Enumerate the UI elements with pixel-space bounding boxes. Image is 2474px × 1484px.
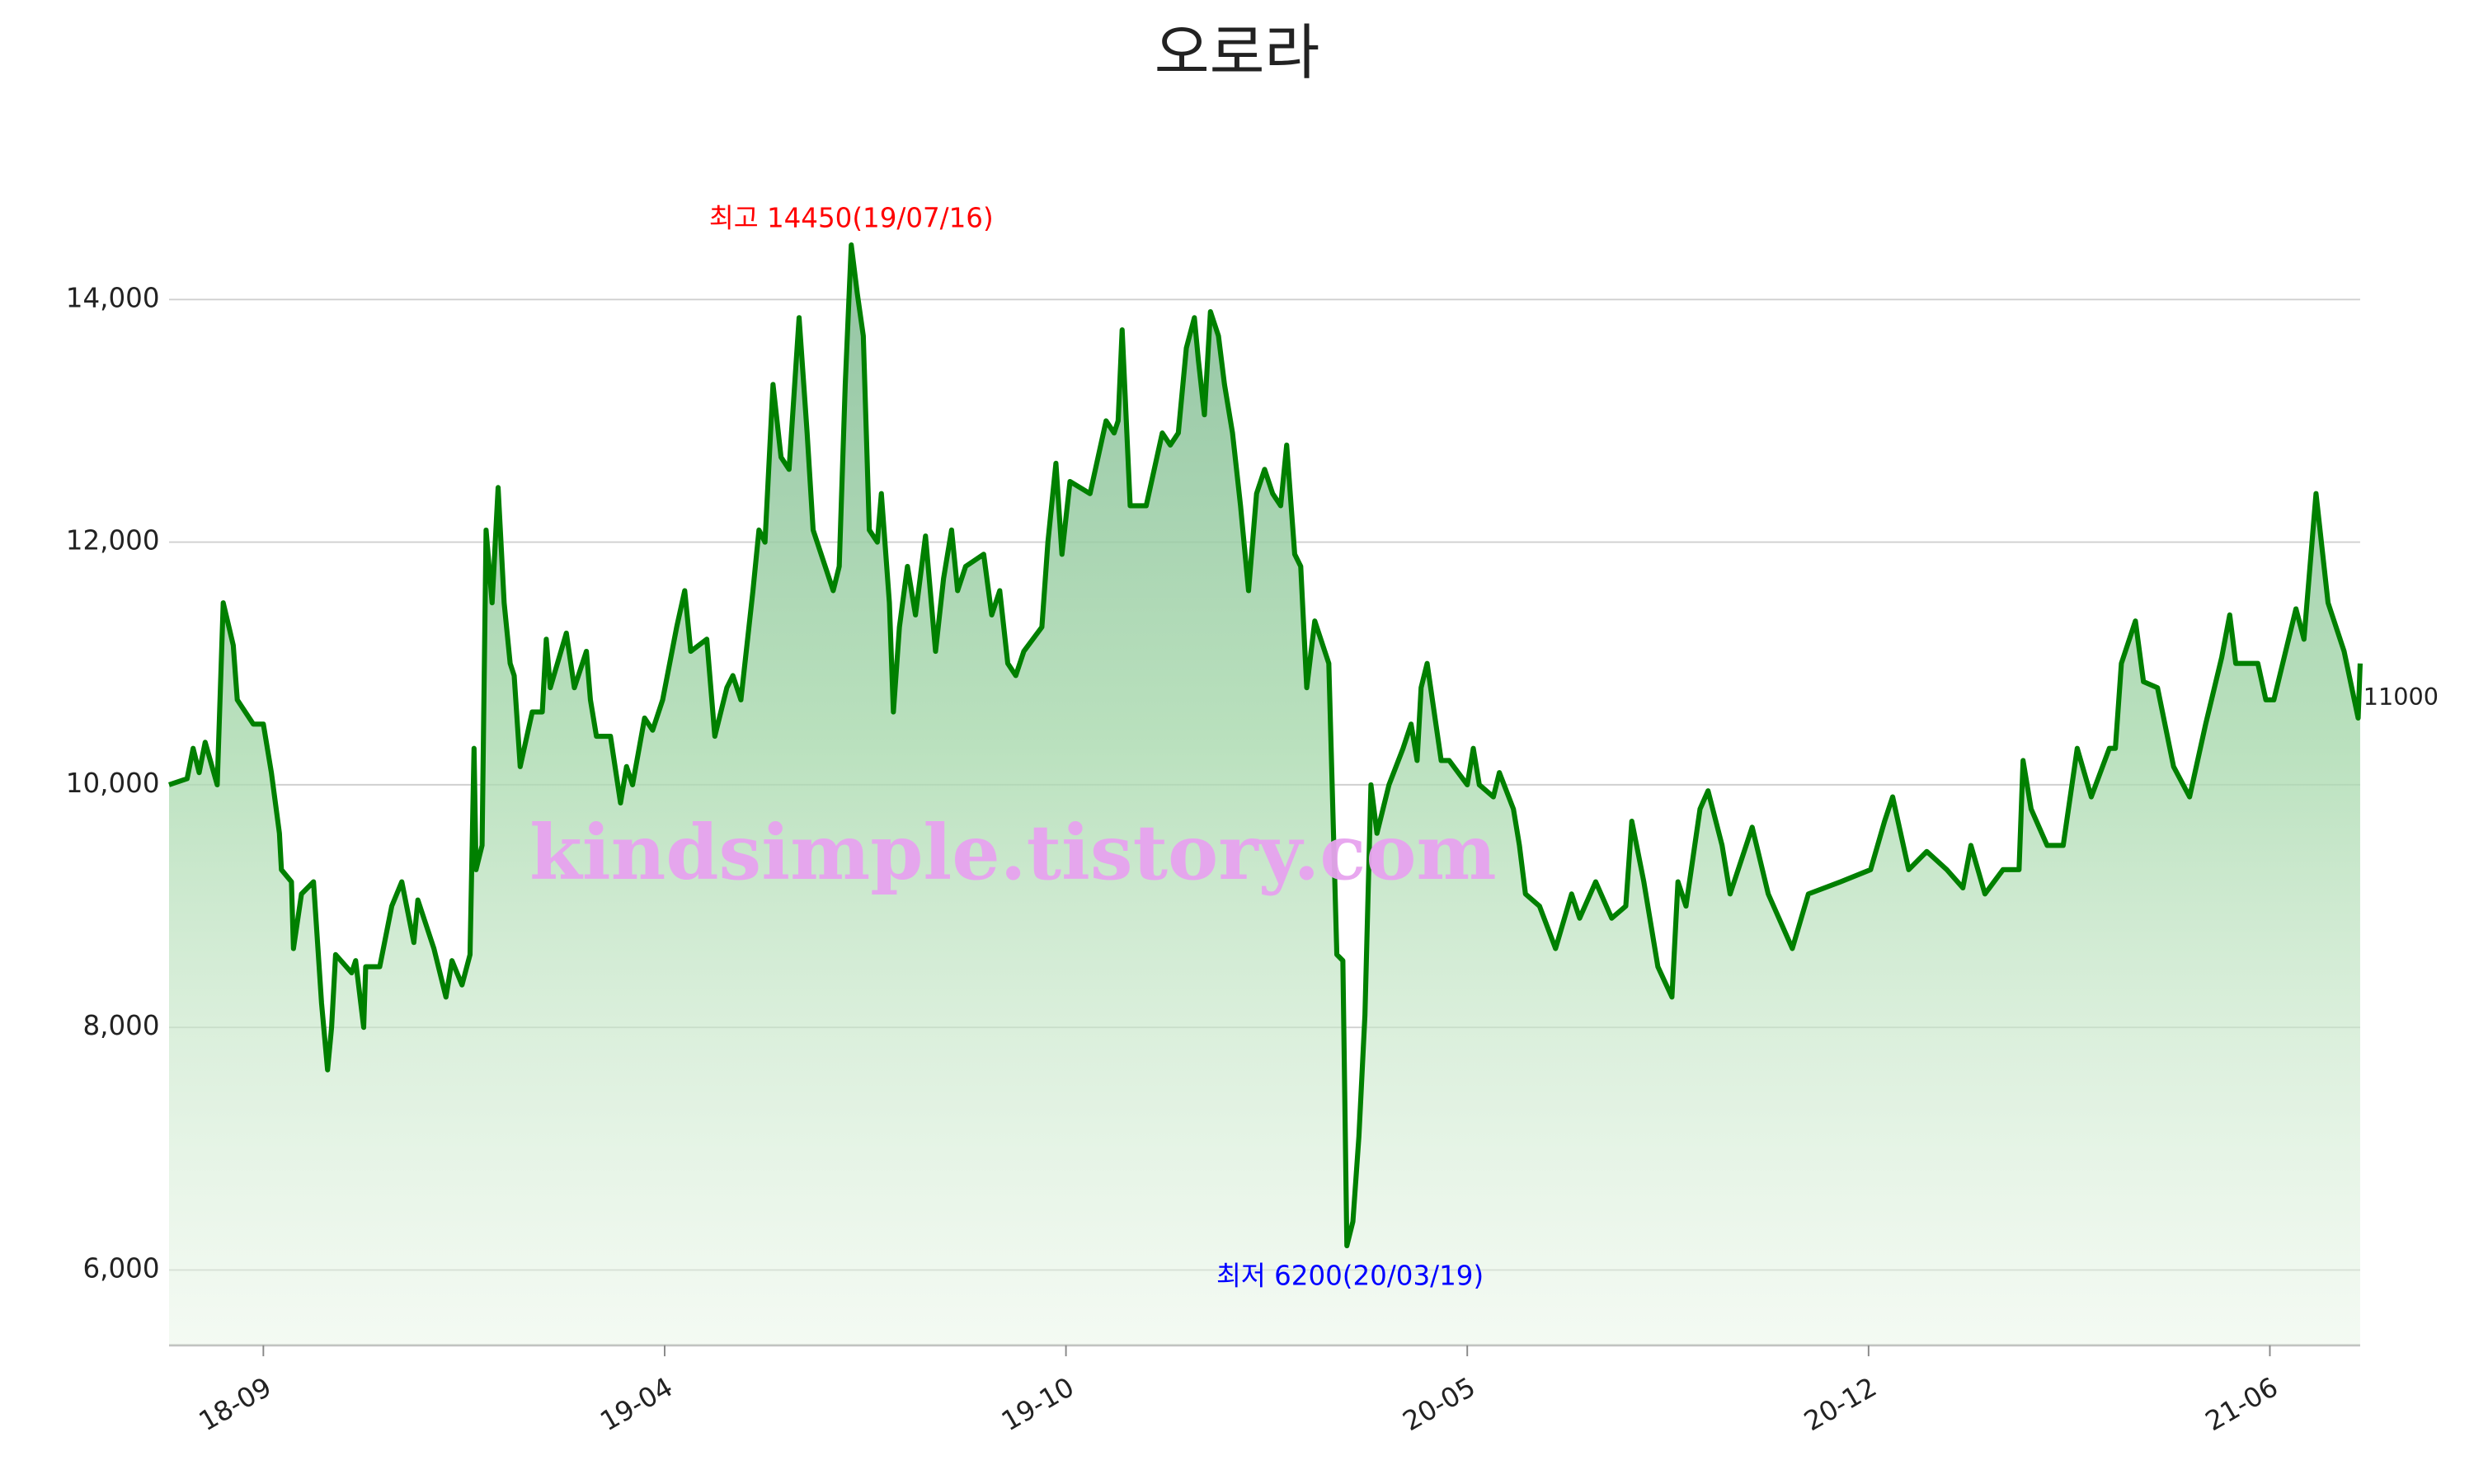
price-line bbox=[168, 242, 2363, 1249]
x-tick-label: 20-12 bbox=[1799, 1371, 1882, 1437]
x-tick-label: 18-09 bbox=[194, 1371, 277, 1437]
area-fill bbox=[168, 245, 2360, 1345]
y-tick-label: 14,000 bbox=[66, 282, 160, 313]
last-value-label: 11000 bbox=[2363, 683, 2439, 711]
x-tick-label: 20-05 bbox=[1398, 1371, 1481, 1437]
y-tick-label: 6,000 bbox=[82, 1252, 159, 1284]
x-tick-label: 19-04 bbox=[595, 1371, 678, 1437]
watermark: kindsimple.tistory.com bbox=[529, 808, 1496, 897]
y-tick-label: 12,000 bbox=[66, 525, 160, 556]
low-annotation: 최저 6200(20/03/19) bbox=[1216, 1260, 1484, 1291]
x-tick-label: 21-06 bbox=[2200, 1371, 2284, 1437]
x-tick-label: 19-10 bbox=[996, 1371, 1079, 1437]
chart-title: 오로라 bbox=[1155, 19, 1320, 88]
high-annotation: 최고 14450(19/07/16) bbox=[709, 202, 994, 233]
y-tick-label: 8,000 bbox=[82, 1010, 159, 1041]
y-tick-label: 10,000 bbox=[66, 768, 160, 799]
